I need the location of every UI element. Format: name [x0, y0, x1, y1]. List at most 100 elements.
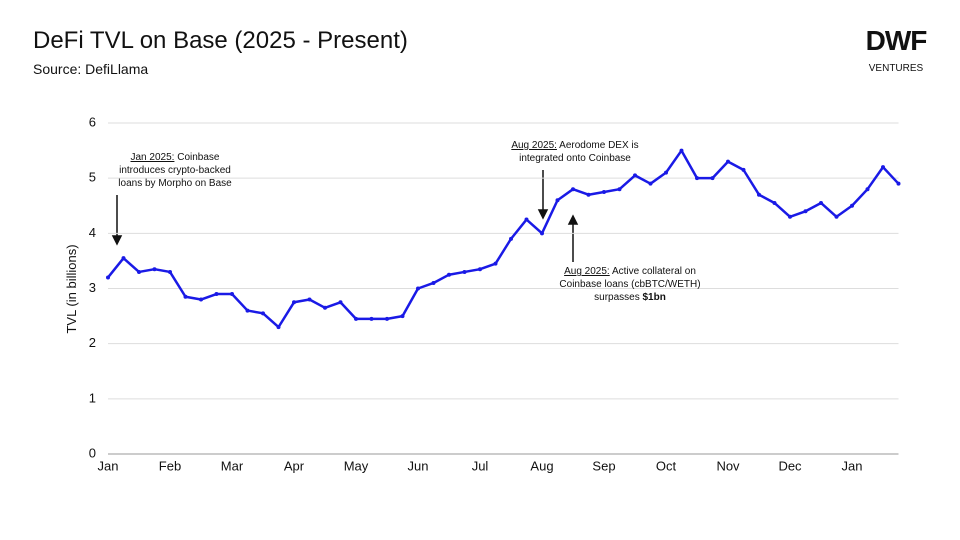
x-tick-label: Feb — [159, 458, 181, 473]
point — [431, 280, 436, 285]
y-tick-label: 4 — [89, 225, 96, 240]
point — [261, 311, 265, 316]
point — [571, 187, 575, 192]
point — [323, 305, 327, 310]
chart-subtitle: Source: DefiLlama — [33, 61, 148, 77]
annotation-text: Coinbase loans (cbBTC/WETH) — [559, 279, 700, 290]
x-tick-label: Jan — [842, 458, 863, 473]
logo-text: VENTURES — [869, 63, 924, 74]
point — [199, 297, 203, 302]
point — [695, 176, 699, 181]
point — [462, 269, 467, 274]
annotation: loans by Morpho on Base — [118, 178, 232, 189]
point — [679, 148, 684, 153]
point — [896, 181, 901, 186]
x-tick-label: Aug — [530, 458, 553, 473]
point — [276, 325, 281, 330]
point — [416, 286, 420, 291]
point — [509, 236, 513, 241]
point — [524, 217, 529, 222]
point — [121, 256, 126, 261]
point — [602, 189, 606, 194]
arrows — [111, 170, 579, 262]
point — [664, 170, 668, 175]
annotation: Aug 2025: Aerodome DEX is — [511, 140, 638, 151]
annotation: surpasses $1bn — [594, 292, 666, 303]
point — [633, 173, 637, 178]
annotation-text: Active collateral on — [612, 266, 696, 277]
point — [369, 316, 374, 321]
point — [168, 269, 172, 274]
point — [555, 198, 560, 203]
annotation-text: integrated onto Coinbase — [519, 153, 631, 164]
point — [834, 214, 839, 219]
x-tick-label: Oct — [656, 458, 677, 473]
point — [757, 192, 761, 197]
point — [385, 316, 389, 321]
point — [152, 267, 157, 272]
point — [540, 231, 544, 236]
point — [214, 292, 219, 297]
annotation-date: Aug 2025: — [564, 266, 610, 277]
point — [400, 314, 405, 319]
logo-mark: DWF — [866, 25, 928, 56]
x-tick-label: Apr — [284, 458, 305, 473]
annotation: Coinbase loans (cbBTC/WETH) — [559, 279, 700, 290]
point — [772, 200, 777, 205]
annotation-text: surpasses — [594, 292, 640, 303]
point — [106, 275, 110, 280]
point — [648, 181, 653, 186]
point — [245, 308, 250, 313]
annotation: Aug 2025: Active collateral on — [564, 266, 696, 277]
y-tick-label: 5 — [89, 170, 96, 185]
x-tick-label: Jul — [472, 458, 489, 473]
point — [788, 214, 792, 219]
y-tick-label: 2 — [89, 335, 96, 350]
x-tick-label: Mar — [221, 458, 244, 473]
x-tick-label: Jun — [408, 458, 429, 473]
line — [107, 149, 900, 329]
annotation-text: loans by Morpho on Base — [118, 178, 232, 189]
point — [354, 316, 358, 321]
point — [447, 272, 451, 277]
y-axis-label: TVL (in billions) — [64, 244, 79, 333]
point — [865, 187, 870, 192]
point — [803, 209, 808, 214]
y-tick-label: 0 — [89, 445, 96, 460]
point — [710, 176, 715, 181]
point — [230, 292, 234, 297]
annotation-date: Aug 2025: — [511, 140, 557, 151]
x-tick-label: Jan — [98, 458, 119, 473]
point — [338, 300, 343, 305]
point — [617, 187, 622, 192]
point — [307, 297, 312, 302]
x-tick-label: Nov — [716, 458, 740, 473]
x-tick-label: Sep — [592, 458, 615, 473]
annotation-text: introduces crypto-backed — [119, 165, 231, 176]
point — [726, 159, 730, 164]
annotation: Jan 2025: Coinbase — [131, 152, 220, 163]
point — [881, 165, 885, 170]
annotation-bold: $1bn — [643, 292, 666, 303]
annotation: introduces crypto-backed — [119, 165, 231, 176]
point — [292, 300, 296, 305]
point — [586, 192, 591, 197]
point — [741, 167, 746, 172]
point — [478, 267, 482, 272]
point — [137, 269, 141, 274]
y-tick-label: 3 — [89, 280, 96, 295]
annotation: integrated onto Coinbase — [519, 153, 631, 164]
point — [850, 203, 854, 208]
annotation-text: Aerodome DEX is — [559, 140, 638, 151]
x-tick-label: Dec — [778, 458, 802, 473]
y-tick-label: 1 — [89, 390, 96, 405]
point — [819, 200, 823, 205]
annotation-date: Jan 2025: — [131, 152, 175, 163]
y-tick-label: 6 — [89, 114, 96, 129]
point — [183, 294, 188, 299]
point — [493, 261, 498, 266]
annotation-text: Coinbase — [177, 152, 220, 163]
chart-title: DeFi TVL on Base (2025 - Present) — [33, 27, 408, 54]
x-tick-label: May — [344, 458, 369, 473]
